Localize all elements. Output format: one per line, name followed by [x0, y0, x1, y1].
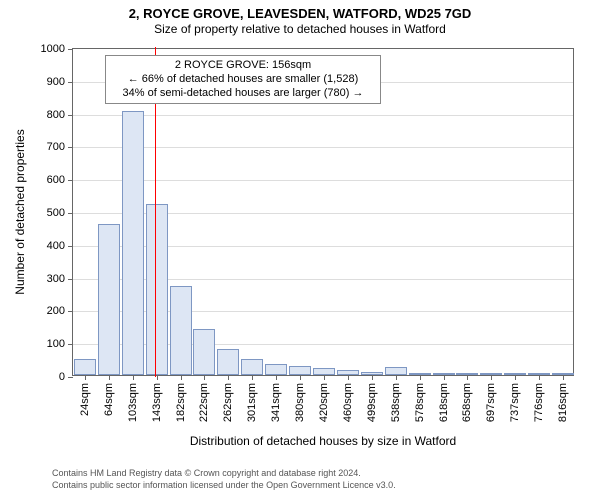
x-tick-label: 578sqm — [414, 383, 426, 422]
gridline — [73, 180, 573, 181]
annotation-box: 2 ROYCE GROVE: 156sqm← 66% of detached h… — [105, 55, 381, 104]
x-tick-label: 262sqm — [222, 383, 234, 422]
x-tick-label: 380sqm — [294, 383, 306, 422]
x-tick-label: 737sqm — [509, 383, 521, 422]
footnote-line: Contains public sector information licen… — [52, 480, 396, 492]
y-tick-label: 900 — [47, 76, 65, 88]
gridline — [73, 147, 573, 148]
y-tick-label: 500 — [47, 207, 65, 219]
x-tick-label: 103sqm — [127, 383, 139, 422]
x-tick-label: 658sqm — [461, 383, 473, 422]
x-axis-label: Distribution of detached houses by size … — [190, 434, 456, 448]
x-tick-label: 222sqm — [198, 383, 210, 422]
histogram-bar — [122, 111, 144, 375]
y-tick-label: 800 — [47, 109, 65, 121]
x-tick-label: 499sqm — [366, 383, 378, 422]
footnote-line: Contains HM Land Registry data © Crown c… — [52, 468, 396, 480]
x-tick-label: 420sqm — [318, 383, 330, 422]
x-tick-label: 64sqm — [103, 383, 115, 416]
histogram-bar — [265, 364, 287, 375]
y-tick-label: 700 — [47, 141, 65, 153]
histogram-bar — [170, 286, 192, 375]
annotation-line: 2 ROYCE GROVE: 156sqm — [114, 59, 372, 73]
histogram-bar — [385, 367, 407, 375]
chart-title: 2, ROYCE GROVE, LEAVESDEN, WATFORD, WD25… — [0, 6, 600, 22]
histogram-bar — [193, 329, 215, 375]
y-tick-label: 100 — [47, 338, 65, 350]
y-tick-label: 200 — [47, 305, 65, 317]
y-axis-label: Number of detached properties — [13, 129, 27, 294]
x-tick-label: 182sqm — [175, 383, 187, 422]
chart-subtitle: Size of property relative to detached ho… — [0, 22, 600, 38]
x-tick-label: 143sqm — [151, 383, 163, 422]
chart-container: 2, ROYCE GROVE, LEAVESDEN, WATFORD, WD25… — [0, 0, 600, 500]
footnote: Contains HM Land Registry data © Crown c… — [52, 468, 396, 491]
x-tick-label: 341sqm — [270, 383, 282, 422]
y-tick-label: 0 — [59, 371, 65, 383]
gridline — [73, 115, 573, 116]
y-tick-label: 300 — [47, 273, 65, 285]
y-tick-label: 1000 — [41, 43, 65, 55]
histogram-bar — [146, 204, 168, 375]
y-tick-label: 400 — [47, 240, 65, 252]
x-tick-label: 618sqm — [438, 383, 450, 422]
histogram-bar — [98, 224, 120, 375]
histogram-bar — [241, 359, 263, 375]
y-tick-label: 600 — [47, 174, 65, 186]
plot-area: 0100200300400500600700800900100024sqm64s… — [72, 48, 574, 376]
histogram-bar — [74, 359, 96, 375]
histogram-bar — [289, 366, 311, 375]
x-tick-label: 301sqm — [246, 383, 258, 422]
annotation-line: ← 66% of detached houses are smaller (1,… — [114, 73, 372, 87]
x-tick-label: 24sqm — [79, 383, 91, 416]
x-tick-label: 816sqm — [557, 383, 569, 422]
x-tick-label: 776sqm — [533, 383, 545, 422]
histogram-bar — [217, 349, 239, 375]
x-tick-label: 460sqm — [342, 383, 354, 422]
x-tick-label: 538sqm — [390, 383, 402, 422]
x-tick-label: 697sqm — [485, 383, 497, 422]
annotation-line: 34% of semi-detached houses are larger (… — [114, 87, 372, 101]
